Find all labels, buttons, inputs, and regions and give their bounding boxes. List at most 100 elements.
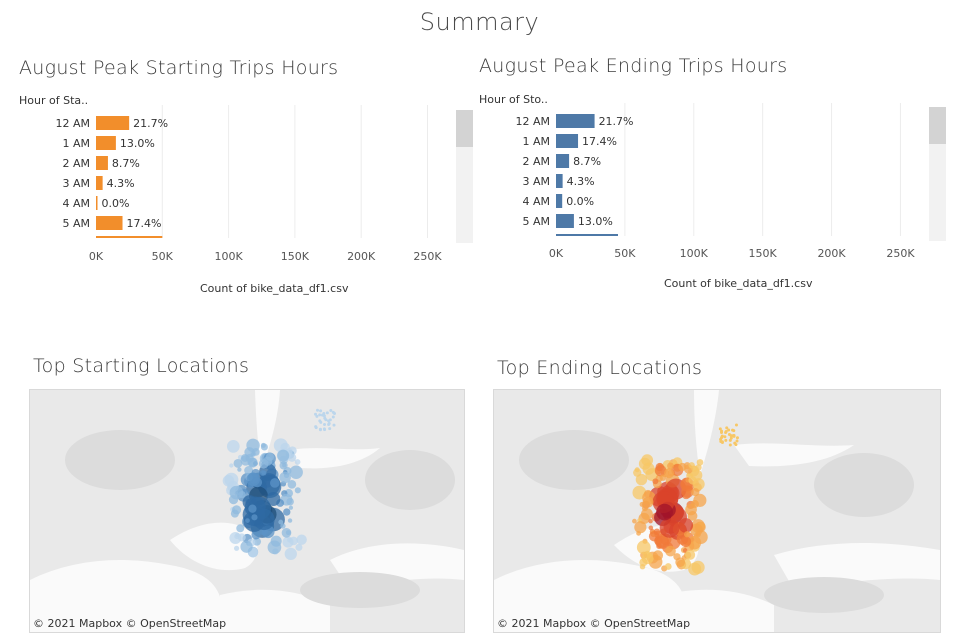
map-dot — [324, 418, 328, 422]
category-label: 4 AM — [522, 195, 550, 208]
map-dot — [318, 413, 322, 417]
map-dot — [727, 428, 731, 432]
map-dot — [263, 456, 273, 466]
map-dot — [684, 531, 691, 538]
bars-group: 12 AM 21.7% 1 AM 17.4% 2 AM 8.7% 3 AM 4.3% 4 AM 0… — [515, 114, 657, 248]
bar — [556, 114, 595, 128]
map-dot — [288, 505, 294, 510]
map-dot — [735, 436, 739, 440]
bar — [96, 176, 103, 190]
map-dot — [719, 437, 723, 441]
map-dot — [327, 422, 331, 426]
map-dot — [648, 531, 660, 542]
bar — [556, 134, 579, 148]
map-dot — [294, 487, 301, 494]
end-map[interactable]: © 2021 Mapbox © OpenStreetMap — [493, 389, 941, 633]
data-label: 30.4% — [166, 237, 201, 250]
end-map-credit: © 2021 Mapbox © OpenStreetMap — [497, 617, 691, 630]
map-dot — [636, 540, 651, 555]
map-dot — [289, 465, 303, 480]
map-dot — [652, 550, 664, 561]
map-dot — [691, 487, 700, 497]
map-dot — [248, 472, 258, 482]
x-tick-label: 250K — [413, 250, 442, 263]
map-dot — [280, 523, 286, 529]
end-map-dots — [632, 423, 739, 576]
end-row-header[interactable]: Hour of Sto.. — [479, 93, 548, 106]
start-row-header[interactable]: Hour of Sta.. — [19, 94, 89, 107]
map-dot — [685, 549, 696, 560]
map-dot — [259, 470, 266, 476]
map-dot — [224, 472, 239, 487]
category-label: 3 AM — [522, 175, 550, 188]
bar — [556, 234, 618, 236]
category-label: 12 AM — [55, 117, 90, 130]
data-label: 0.0% — [102, 197, 130, 210]
category-label: 3 AM — [62, 177, 90, 190]
bar — [556, 214, 574, 228]
map-dot — [314, 426, 318, 430]
map-dot — [234, 491, 239, 496]
bar — [556, 194, 563, 208]
map-dot — [718, 427, 722, 431]
map-dot — [725, 426, 729, 430]
map-dot — [648, 518, 653, 524]
bar — [96, 136, 116, 150]
map-dot — [635, 473, 648, 486]
map-dot — [675, 557, 686, 568]
map-dot — [233, 545, 240, 551]
map-dot — [687, 535, 702, 550]
map-dot — [240, 540, 253, 553]
map-dot — [642, 462, 655, 475]
map-dot — [287, 479, 297, 489]
map-dot — [318, 419, 322, 423]
category-label: 6 AM — [522, 235, 550, 248]
map-dot — [248, 504, 257, 513]
data-label: 8.7% — [112, 157, 140, 170]
map-dot — [681, 485, 694, 498]
map-dot — [277, 449, 290, 462]
map-dot — [633, 468, 642, 477]
map-dot — [282, 536, 294, 548]
map-dot — [732, 434, 736, 438]
x-tick-label: 250K — [886, 247, 915, 260]
map-dot — [327, 419, 331, 423]
start-map[interactable]: © 2021 Mapbox © OpenStreetMap — [29, 389, 465, 633]
map-dot — [642, 496, 654, 508]
category-label: 12 AM — [515, 115, 550, 128]
map-dot — [685, 503, 697, 516]
map-dot — [322, 412, 326, 416]
map-dot — [229, 531, 242, 544]
data-label: 17.4% — [582, 135, 617, 148]
start-bar-chart[interactable]: 12 AM 21.7% 1 AM 13.0% 2 AM 8.7% 3 AM 4.3% 4 AM 0… — [0, 105, 480, 305]
category-label: 1 AM — [62, 137, 90, 150]
x-tick-label: 100K — [214, 250, 243, 263]
map-dot — [295, 543, 303, 551]
x-tick-label: 200K — [347, 250, 376, 263]
map-dot — [238, 490, 246, 499]
map-dot — [323, 428, 327, 432]
category-label: 6 AM — [62, 237, 90, 250]
end-bar-chart[interactable]: 12 AM 21.7% 1 AM 17.4% 2 AM 8.7% 3 AM 4.3% 4 AM 0… — [470, 103, 959, 303]
map-dot — [724, 438, 728, 442]
map-dot — [323, 423, 327, 427]
x-tick-label: 0K — [549, 247, 564, 260]
map-dot — [724, 430, 728, 434]
map-dot — [229, 463, 234, 468]
data-label: 4.3% — [107, 177, 135, 190]
data-label: 26.1% — [622, 235, 657, 248]
category-label: 1 AM — [522, 135, 550, 148]
data-label: 13.0% — [578, 215, 613, 228]
data-label: 8.7% — [573, 155, 601, 168]
map-dot — [636, 530, 641, 536]
bar — [96, 196, 98, 210]
map-dot — [253, 508, 275, 531]
map-dot — [226, 440, 240, 453]
map-dot — [632, 518, 637, 524]
x-tick-label: 50K — [614, 247, 636, 260]
map-dot — [325, 411, 329, 415]
bars-group: 12 AM 21.7% 1 AM 13.0% 2 AM 8.7% 3 AM 4.3% 4 AM 0… — [55, 116, 201, 250]
map-dot — [639, 558, 648, 567]
start-map-credit: © 2021 Mapbox © OpenStreetMap — [33, 617, 227, 630]
map-dot — [278, 519, 284, 525]
